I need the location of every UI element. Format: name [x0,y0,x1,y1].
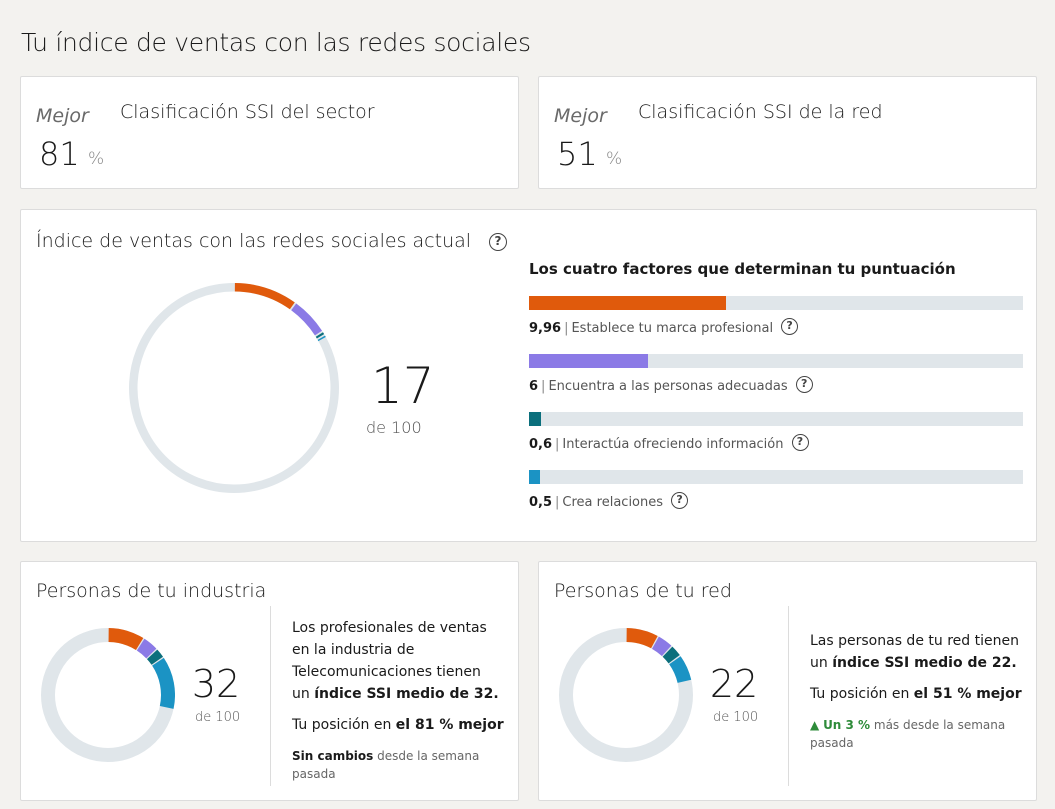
rank-title: Clasificación SSI del sector [120,101,375,123]
donut-segment-1 [136,638,157,659]
rank-value: 81 [39,135,80,173]
donut-segment-3 [317,335,326,342]
factor-fill [529,412,541,426]
question-circle-icon[interactable]: ? [671,492,689,509]
ssi-score: 17 [371,357,435,415]
change-bold: Un 3 % [823,718,871,732]
network-heading: Personas de tu red [554,580,732,602]
position-bold: el 81 % mejor [395,717,504,733]
question-circle-icon[interactable]: ? [795,376,813,393]
factor-name: Crea relaciones [562,495,664,510]
change-text: desde la semana pasada [292,749,480,781]
divider [788,606,789,786]
industry-score: 32 [191,662,241,706]
divider [270,606,271,786]
industry-donut-chart [41,628,175,762]
network-position: Tu posición en el 51 % mejor [810,686,1022,702]
industry-card: Personas de tu industria 32 de 100 Los p… [20,561,519,801]
factor-bar-relationships [529,470,1023,484]
current-ssi-card: Índice de ventas con las redes sociales … [20,209,1037,542]
description-bold: índice SSI medio de 32. [314,686,499,702]
page-title: Tu índice de ventas con las redes social… [21,28,531,57]
factor-bar-brand [529,296,1023,310]
rank-unit: % [88,149,105,169]
factor-name: Establece tu marca profesional [571,321,774,336]
factor-label-people: 6 | Encuentra a las personas adecuadas? [529,376,813,395]
donut-segment-2 [146,649,164,665]
factor-label-insights: 0,6 | Interactúa ofreciendo información? [529,434,809,453]
industry-position: Tu posición en el 81 % mejor [292,717,504,733]
question-circle-icon[interactable]: ? [781,318,799,335]
current-ssi-heading: Índice de ventas con las redes sociales … [36,230,507,252]
industry-score-max: de 100 [195,710,241,725]
donut-segment-3 [151,657,175,709]
network-change: ▲ Un 3 % más desde la semana pasada [810,716,1010,752]
donut-track [559,628,693,762]
factor-fill [529,470,540,484]
donut-segment-2 [315,332,325,339]
donut-track [129,283,339,493]
donut-segment-2 [662,646,680,664]
donut-segment-0 [626,628,658,649]
rank-unit: % [606,149,623,169]
ssi-score-max: de 100 [366,418,422,437]
description-text: Las personas de tu red tienen un [810,633,1019,671]
current-ssi-heading-text: Índice de ventas con las redes sociales … [36,230,472,252]
factor-name: Interactúa ofreciendo información [562,437,784,452]
donut-segment-0 [108,628,144,651]
factors-title: Los cuatro factores que determinan tu pu… [529,260,956,278]
network-score-max: de 100 [713,710,759,725]
description-bold: índice SSI medio de 22. [832,655,1017,671]
up-arrow-icon: ▲ [810,718,820,732]
factor-value: 6 [529,379,539,394]
donut-segment-3 [669,656,692,684]
factor-label-relationships: 0,5 | Crea relaciones? [529,492,689,511]
factor-bar-people [529,354,1023,368]
factor-label-brand: 9,96 | Establece tu marca profesional? [529,318,799,337]
network-score: 22 [709,662,759,706]
position-text: Tu posición en [810,686,914,702]
ssi-donut-chart [129,283,339,493]
factor-value: 0,6 [529,437,553,452]
industry-heading: Personas de tu industria [36,580,267,602]
network-card: Personas de tu red 22 de 100 Las persona… [538,561,1037,801]
change-text: más desde la semana pasada [810,718,1006,750]
donut-segment-1 [651,636,672,657]
rank-value: 51 [557,135,598,173]
question-circle-icon[interactable]: ? [489,233,507,251]
factor-value: 0,5 [529,495,553,510]
industry-description: Los profesionales de ventas en la indust… [292,617,502,705]
network-rank-card: Mejor Clasificación SSI de la red 51 % [538,76,1037,189]
industry-rank-card: Mejor Clasificación SSI del sector 81 % [20,76,519,189]
donut-segment-0 [234,283,295,310]
rank-qualifier: Mejor [554,105,607,127]
network-donut-chart [559,628,693,762]
factor-fill [529,296,726,310]
network-description: Las personas de tu red tienen un índice … [810,630,1020,674]
rank-qualifier: Mejor [36,105,89,127]
donut-segment-1 [291,303,323,336]
position-bold: el 51 % mejor [913,686,1022,702]
position-text: Tu posición en [292,717,396,733]
factor-value: 9,96 [529,321,562,336]
description-text: Los profesionales de ventas en la indust… [292,620,487,702]
change-bold: Sin cambios [292,749,374,763]
factor-bar-insights [529,412,1023,426]
industry-change: Sin cambios desde la semana pasada [292,747,492,783]
rank-title: Clasificación SSI de la red [638,101,883,123]
question-circle-icon[interactable]: ? [791,434,809,451]
factor-name: Encuentra a las personas adecuadas [548,379,788,394]
factor-fill [529,354,648,368]
